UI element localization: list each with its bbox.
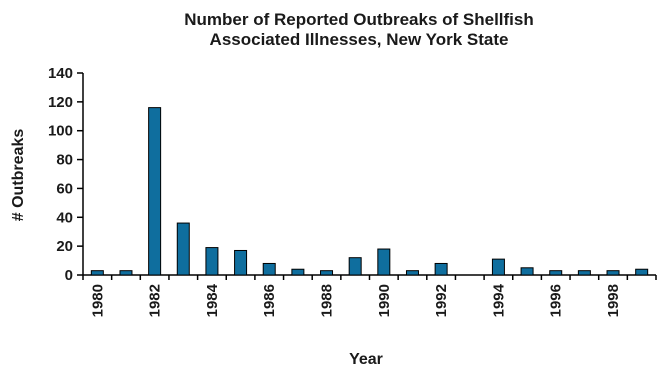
bars <box>90 107 649 276</box>
bar-1987 <box>291 268 305 276</box>
bar-1991 <box>405 270 419 276</box>
x-tick-label: 1988 <box>319 284 336 317</box>
bar-1998 <box>606 270 620 276</box>
bar-1982 <box>148 107 162 276</box>
x-tick-label: 1994 <box>490 283 507 317</box>
x-tick-label: 1986 <box>261 284 278 317</box>
x-tick-label: 1992 <box>433 284 450 317</box>
x-axis-label: Year <box>349 351 383 368</box>
bar-1996 <box>549 270 563 276</box>
x-axis: 1980 1982 1984 1986 1988 1990 1992 1994 1996 1998 <box>82 274 657 317</box>
y-tick-label: 0 <box>65 267 73 284</box>
bar-1983 <box>176 222 190 276</box>
x-tick-label: 1980 <box>89 284 106 317</box>
bar-1990 <box>377 248 391 276</box>
y-tick-label: 120 <box>48 94 73 111</box>
bar-1992 <box>434 262 448 276</box>
y-tick-label: 40 <box>56 209 73 226</box>
chart-title: Number of Reported Outbreaks of Shellfis… <box>60 10 658 50</box>
x-tick-label: 1998 <box>605 284 622 317</box>
chart-title-line-1: Number of Reported Outbreaks of Shellfis… <box>184 10 534 29</box>
y-tick-label: 140 <box>48 65 73 82</box>
bar-1989 <box>348 257 362 276</box>
chart-title-line-2: Associated Illnesses, New York State <box>209 30 509 49</box>
bar-1980 <box>90 270 104 276</box>
bar-1994 <box>491 258 505 276</box>
y-axis-label: # Outbreaks <box>10 129 27 222</box>
y-tick-label: 80 <box>56 152 73 169</box>
x-tick-label: 1982 <box>147 284 164 317</box>
bar-1985 <box>234 249 248 276</box>
x-tick-label: 1990 <box>376 284 393 317</box>
y-tick-label: 60 <box>56 180 73 197</box>
bar-1997 <box>577 270 591 276</box>
bar-1986 <box>262 262 276 276</box>
bar-1999 <box>635 268 649 276</box>
x-tick-label: 1996 <box>548 284 565 317</box>
y-tick-label: 20 <box>56 238 73 255</box>
y-axis: 0 20 40 60 80 100 120 140 <box>48 65 84 284</box>
bar-1988 <box>320 270 334 276</box>
bar-1984 <box>205 247 219 276</box>
bar-1995 <box>520 267 534 276</box>
y-tick-label: 100 <box>48 123 73 140</box>
bar-1981 <box>119 270 133 276</box>
x-tick-label: 1984 <box>204 283 221 317</box>
